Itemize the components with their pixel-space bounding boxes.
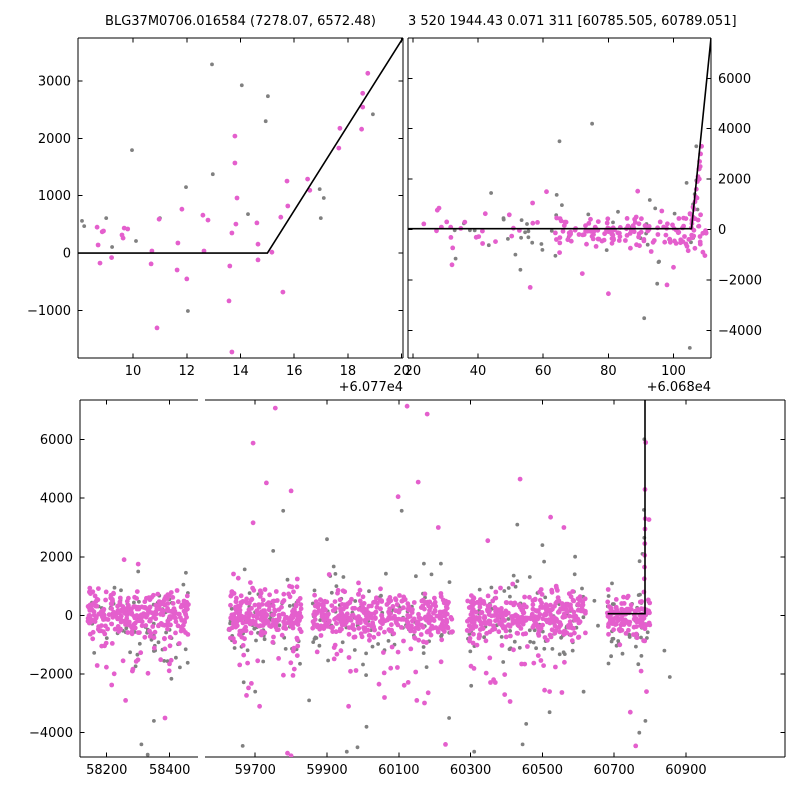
bottom-axes: 58200 58400 59700 59900 60100 60300 60500 60700… [29, 399, 786, 778]
top-right-plot-title: 3 520 1944.43 0.071 311 [60785.505, 6078… [408, 14, 737, 29]
x-tick-label: 60100 [378, 763, 419, 778]
y-tick-label: −1000 [27, 304, 71, 319]
y-tick-label: 2000 [40, 550, 73, 565]
y-tick-label: 2000 [38, 132, 71, 147]
top-right-axes: 20 40 60 80 100 −4000 −2000 0 2000 4000 6000 +6.068… [405, 37, 762, 395]
x-tick-label: 58400 [149, 763, 190, 778]
y-tick-label: 6000 [718, 72, 751, 87]
y-tick-label: −4000 [29, 726, 73, 741]
y-tick-label: −2000 [718, 273, 762, 288]
y-tick-label: 1000 [38, 189, 71, 204]
y-tick-label: 4000 [718, 122, 751, 137]
top-left-ticks: 10 12 14 16 18 20 −1000 0 1000 2000 3000 +6.077e4 [27, 38, 410, 395]
x-tick-label: 18 [340, 364, 357, 379]
y-tick-label: 0 [65, 609, 73, 624]
y-tick-label: 4000 [40, 492, 73, 507]
x-tick-label: 14 [232, 364, 249, 379]
y-tick-label: 6000 [40, 433, 73, 448]
y-tick-label: −2000 [29, 668, 73, 683]
top-left-model-line [78, 38, 403, 254]
x-tick-label: 59900 [306, 763, 347, 778]
x-tick-label: 59700 [235, 763, 276, 778]
top-right-ticks: 20 40 60 80 100 −4000 −2000 0 2000 4000 6000 +6.068… [405, 38, 762, 395]
top-right-scatter [421, 121, 709, 350]
x-tick-label: 20 [405, 364, 422, 379]
x-axis-offset-label: +6.077e4 [339, 380, 403, 395]
x-tick-label: 40 [470, 364, 487, 379]
y-tick-label: 0 [63, 247, 71, 262]
x-tick-label: 58200 [86, 763, 127, 778]
x-tick-label: 60300 [450, 763, 491, 778]
bottom-scatter [85, 403, 672, 757]
x-tick-label: 60700 [593, 763, 634, 778]
x-tick-label: 20 [393, 364, 410, 379]
y-tick-label: −4000 [718, 324, 762, 339]
x-tick-label: 60 [535, 364, 552, 379]
x-tick-label: 12 [179, 364, 196, 379]
top-left-axes: 10 12 14 16 18 20 −1000 0 1000 2000 3000 +6.077e4 [27, 37, 410, 395]
y-tick-label: 0 [718, 223, 726, 238]
x-tick-label: 60500 [522, 763, 563, 778]
top-left-plot-title: BLG37M0706.016584 (7278.07, 6572.48) [105, 14, 376, 29]
bottom-model-line [607, 400, 646, 615]
y-tick-label: 3000 [38, 75, 71, 90]
x-axis-offset-label: +6.068e4 [647, 380, 711, 395]
x-tick-label: 100 [661, 364, 686, 379]
x-tick-label: 10 [125, 364, 142, 379]
top-right-model-line [408, 38, 711, 230]
x-tick-label: 80 [600, 364, 617, 379]
top-left-scatter [80, 62, 375, 355]
x-tick-label: 60900 [665, 763, 706, 778]
y-tick-label: 2000 [718, 173, 751, 188]
bottom-ticks: 58200 58400 59700 59900 60100 60300 60500 60700… [29, 400, 785, 778]
x-tick-label: 16 [286, 364, 303, 379]
